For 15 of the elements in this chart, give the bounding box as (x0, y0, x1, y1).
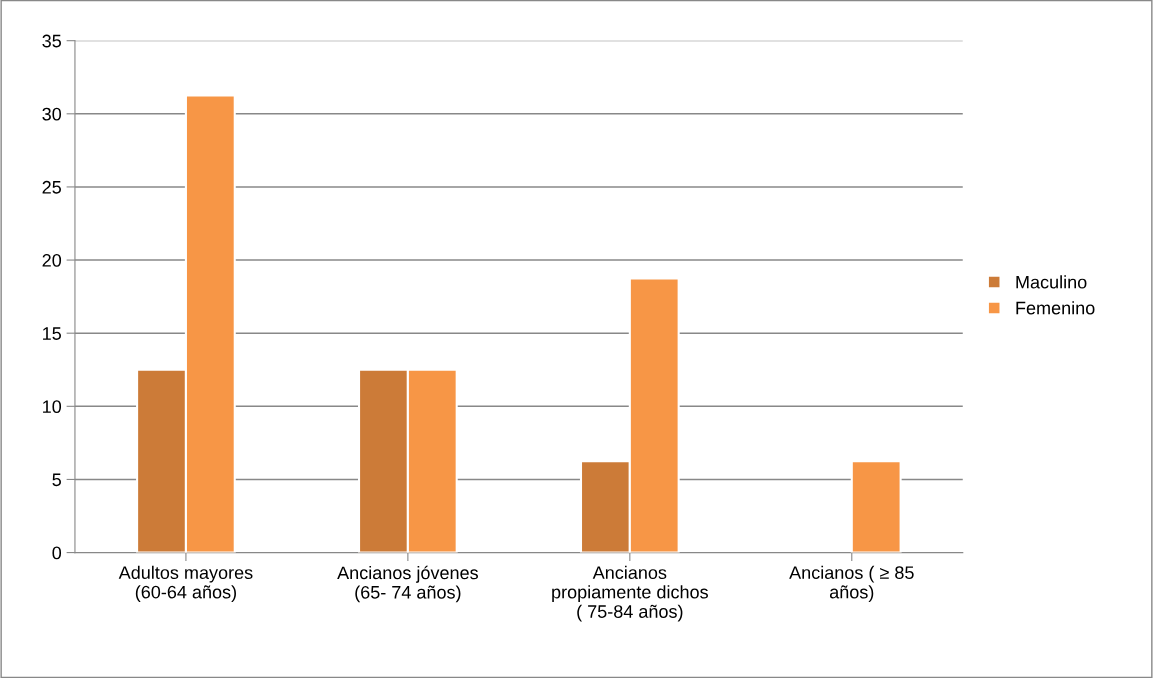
legend-label: Maculino (1016, 275, 1087, 289)
bar (850, 460, 902, 553)
x-tick-label: Ancianos jóvenes (65- 74 años) (337, 565, 478, 603)
y-tick-label: 10 (43, 400, 62, 414)
x-tick-label: Adultos mayores (60-64 años) (118, 565, 253, 603)
y-tick-label: 20 (42, 254, 62, 267)
y-tick-label: 35 (42, 34, 61, 48)
x-tick-label: Ancianos ( ≥ 85 años) (789, 565, 914, 603)
y-tick-label: 5 (52, 473, 61, 487)
y-tick-label: 30 (42, 107, 62, 121)
y-tick-label: 25 (42, 180, 61, 194)
x-tick-label: Ancianos propiamente dichos ( 75-84 años) (552, 565, 708, 622)
y-tick-label: 0 (52, 546, 62, 560)
y-tick-label: 15 (43, 327, 61, 340)
legend-label: Femenino (1016, 301, 1095, 315)
